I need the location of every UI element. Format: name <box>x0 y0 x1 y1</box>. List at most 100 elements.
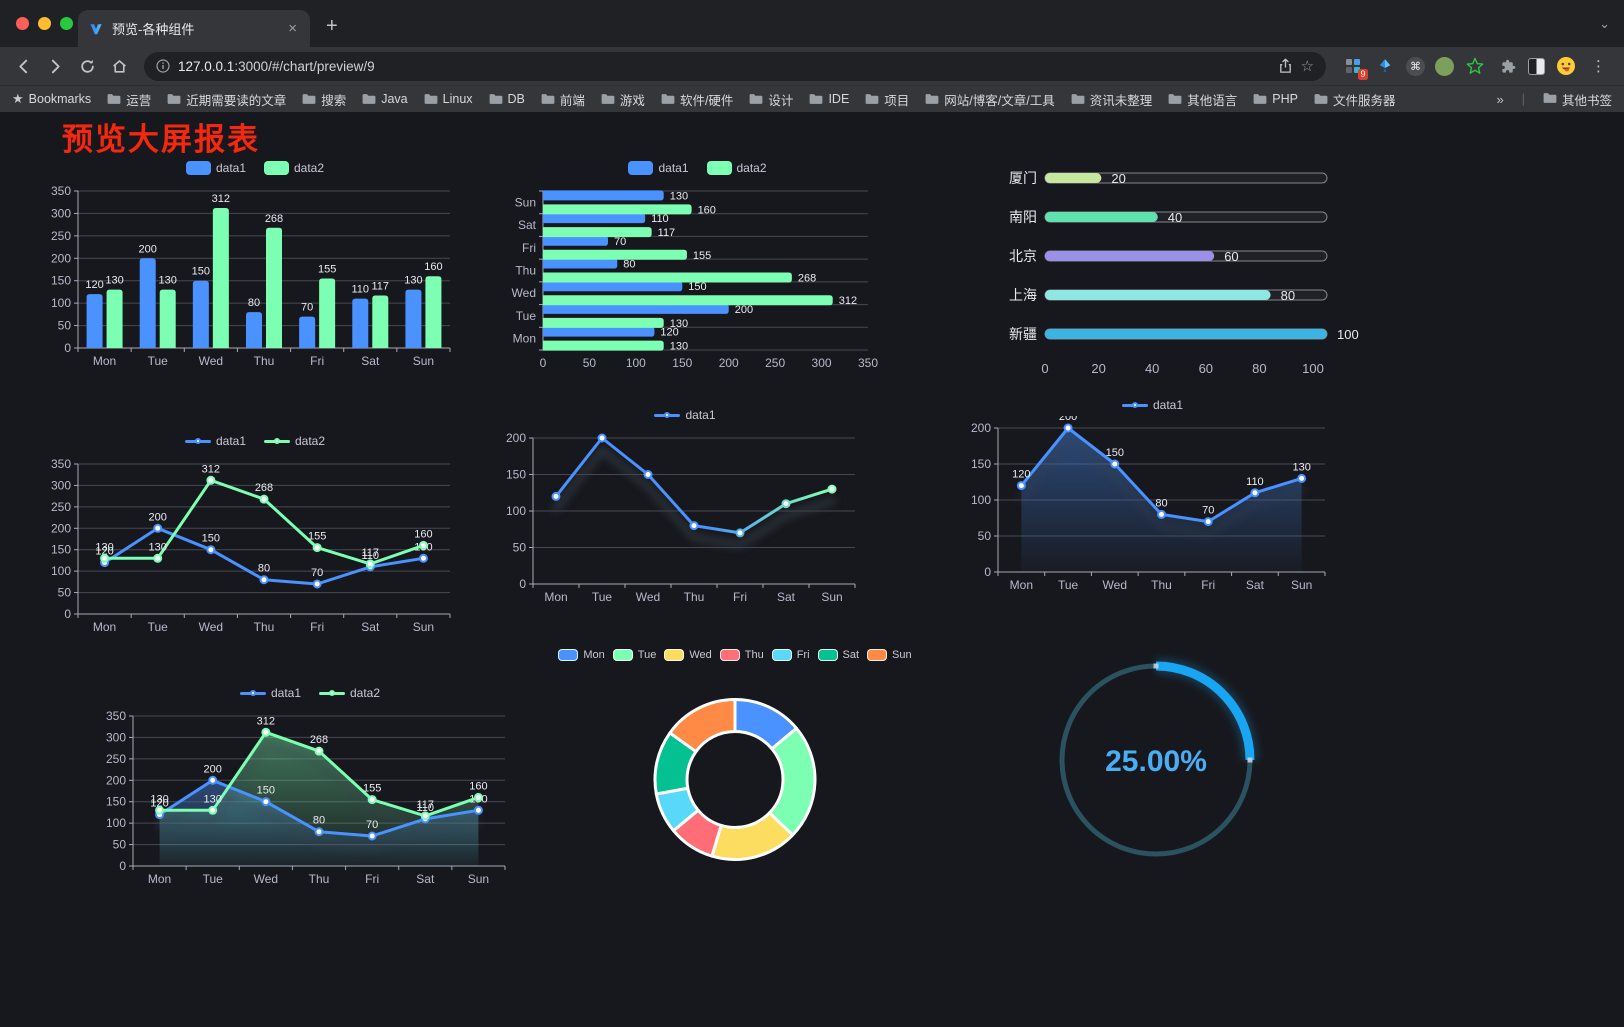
two-series-area-chart[interactable]: data1 data2 0 50 100 150 200 250 300 350 Mon Tue Wed… <box>95 678 525 896</box>
extension-icon-kite[interactable] <box>1374 55 1396 77</box>
folder-icon <box>1543 92 1557 107</box>
svg-text:200: 200 <box>51 521 71 535</box>
legend-item[interactable]: data2 <box>706 161 767 175</box>
svg-text:Fri: Fri <box>733 590 747 604</box>
progress-bar-chart[interactable]: 厦门 20 南阳 40 北京 60 上海 80 新疆 100 0 20 40 60 80 100 <box>985 158 1360 393</box>
forward-button[interactable] <box>42 53 68 79</box>
legend-swatch-icon <box>771 649 792 661</box>
bookmark-folder[interactable]: 运营 <box>107 90 151 109</box>
bookmark-folder[interactable]: Java <box>362 92 408 106</box>
svg-text:Sat: Sat <box>777 590 796 604</box>
browser-tab[interactable]: 预览-各种组件 × <box>78 10 310 47</box>
site-info-icon[interactable] <box>156 59 170 73</box>
legend-item[interactable]: Sun <box>867 649 912 661</box>
svg-text:117: 117 <box>417 799 435 811</box>
svg-text:130: 130 <box>404 275 422 287</box>
legend-item[interactable]: data2 <box>264 434 325 448</box>
url-text[interactable]: 127.0.0.1:3000/#/chart/preview/9 <box>178 59 1270 74</box>
legend-item[interactable]: Mon <box>558 649 605 661</box>
bookmark-folder[interactable]: 其他语言 <box>1168 90 1237 109</box>
svg-text:312: 312 <box>212 193 230 205</box>
gauge-chart[interactable]: 25.00% <box>1048 650 1264 870</box>
bookmark-folder[interactable]: PHP <box>1253 92 1298 106</box>
svg-text:Sat: Sat <box>518 218 537 232</box>
svg-text:80: 80 <box>623 259 635 271</box>
other-bookmarks-folder[interactable]: 其他书签 <box>1543 90 1612 109</box>
svg-text:80: 80 <box>1155 497 1167 509</box>
legend-item[interactable]: Tue <box>612 649 656 661</box>
bookmark-folder[interactable]: 资讯未整理 <box>1071 90 1152 109</box>
extension-icon-green-circle[interactable] <box>1435 56 1454 76</box>
bookmark-folder[interactable]: 项目 <box>865 90 909 109</box>
svg-text:Tue: Tue <box>1058 578 1079 592</box>
zoom-window-button[interactable] <box>60 17 73 30</box>
close-window-button[interactable] <box>16 17 29 30</box>
bookmark-folder[interactable]: 前端 <box>541 90 585 109</box>
area-line-chart[interactable]: data1 0 50 100 150 200 Mon Tue Wed Thu Fri Sat Sun 12… <box>960 390 1345 602</box>
bookmarks-root[interactable]: ★ Bookmarks <box>12 91 91 107</box>
legend-item[interactable]: data1 <box>184 434 246 448</box>
legend-line-icon <box>1121 402 1148 408</box>
tab-search-chevron-icon[interactable]: ⌄ <box>1599 16 1610 31</box>
svg-text:312: 312 <box>839 295 857 307</box>
bookmark-folder[interactable]: DB <box>489 92 525 106</box>
legend-item[interactable]: Fri <box>771 649 810 661</box>
svg-text:Mon: Mon <box>93 620 116 634</box>
legend-label: data1 <box>270 686 301 700</box>
browser-menu-icon[interactable]: ⋮ <box>1591 58 1606 75</box>
close-tab-icon[interactable]: × <box>288 20 297 37</box>
bookmarks-overflow-chevron[interactable]: » <box>1496 91 1504 107</box>
bookmark-folder[interactable]: 网站/博客/文章/工具 <box>925 90 1055 109</box>
svg-text:200: 200 <box>1059 416 1077 423</box>
svg-text:南阳: 南阳 <box>1009 209 1037 225</box>
gradient-line-chart[interactable]: data1 0 50 100 150 200 Mon Tue Wed Thu Fri Sat Sun <box>495 400 875 614</box>
svg-text:0: 0 <box>64 341 71 355</box>
bookmark-folder[interactable]: 游戏 <box>601 90 645 109</box>
legend-item[interactable]: data1 <box>628 161 689 175</box>
svg-text:350: 350 <box>858 356 878 370</box>
legend-item[interactable]: data1 <box>185 161 246 175</box>
bookmark-label: 前端 <box>559 93 585 108</box>
svg-text:20: 20 <box>1091 361 1105 376</box>
svg-text:上海: 上海 <box>1009 287 1037 303</box>
bookmark-folder[interactable]: Linux <box>424 92 473 106</box>
two-series-line-chart[interactable]: data1 data2 0 50 100 150 200 250 300 350 Mon Tue Wed… <box>40 426 470 644</box>
svg-text:100: 100 <box>51 296 71 310</box>
extensions-puzzle-icon[interactable] <box>1496 55 1518 77</box>
legend-item[interactable]: Sat <box>817 649 859 661</box>
address-bar[interactable]: 127.0.0.1:3000/#/chart/preview/9 ☆ <box>144 51 1326 81</box>
bookmark-folder[interactable]: 搜索 <box>302 90 346 109</box>
bookmark-star-icon[interactable]: ☆ <box>1300 58 1314 75</box>
bookmark-folder[interactable]: 文件服务器 <box>1314 90 1395 109</box>
svg-text:130: 130 <box>150 793 168 805</box>
extension-icon-green-star[interactable] <box>1464 55 1486 77</box>
legend-line-icon <box>319 690 345 696</box>
extension-icon-grid[interactable]: 9 <box>1342 55 1368 80</box>
legend-item[interactable]: Thu <box>719 649 764 661</box>
legend-item[interactable]: data2 <box>264 161 324 175</box>
horizontal-bar-chart[interactable]: data1 data2 Sun Sat Fri Thu Wed Tue Mon 0 50 100 150… <box>505 153 890 380</box>
home-button[interactable] <box>106 53 132 79</box>
extension-icon-split-square[interactable] <box>1528 57 1545 75</box>
grouped-bar-chart[interactable]: data1 data2 0 50 100 150 200 250 300 350 Mon Tue Wed… <box>40 153 470 378</box>
legend-item[interactable]: data1 <box>1121 398 1183 412</box>
profile-avatar-emoji[interactable] <box>1555 55 1577 77</box>
share-icon[interactable] <box>1278 58 1293 74</box>
bookmark-label: 设计 <box>768 93 794 108</box>
minimize-window-button[interactable] <box>38 17 51 30</box>
extension-icon-command[interactable]: ⌘ <box>1406 56 1425 76</box>
back-button[interactable] <box>10 53 36 79</box>
bookmark-folder[interactable]: 设计 <box>749 90 793 109</box>
legend-item[interactable]: data2 <box>319 686 380 700</box>
legend-item[interactable]: data1 <box>654 408 716 422</box>
window-controls <box>16 17 73 30</box>
legend-item[interactable]: Wed <box>664 649 712 661</box>
doughnut-pie-chart[interactable]: Mon Tue Wed Thu Fri Sat Sun <box>550 640 920 885</box>
bookmark-folder[interactable]: IDE <box>809 92 849 106</box>
new-tab-button[interactable]: + <box>326 15 338 37</box>
svg-text:Wed: Wed <box>199 354 223 368</box>
legend-item[interactable]: data1 <box>239 686 301 700</box>
reload-button[interactable] <box>74 53 100 79</box>
bookmark-folder[interactable]: 软件/硬件 <box>661 90 733 109</box>
bookmark-folder[interactable]: 近期需要读的文章 <box>167 90 286 109</box>
